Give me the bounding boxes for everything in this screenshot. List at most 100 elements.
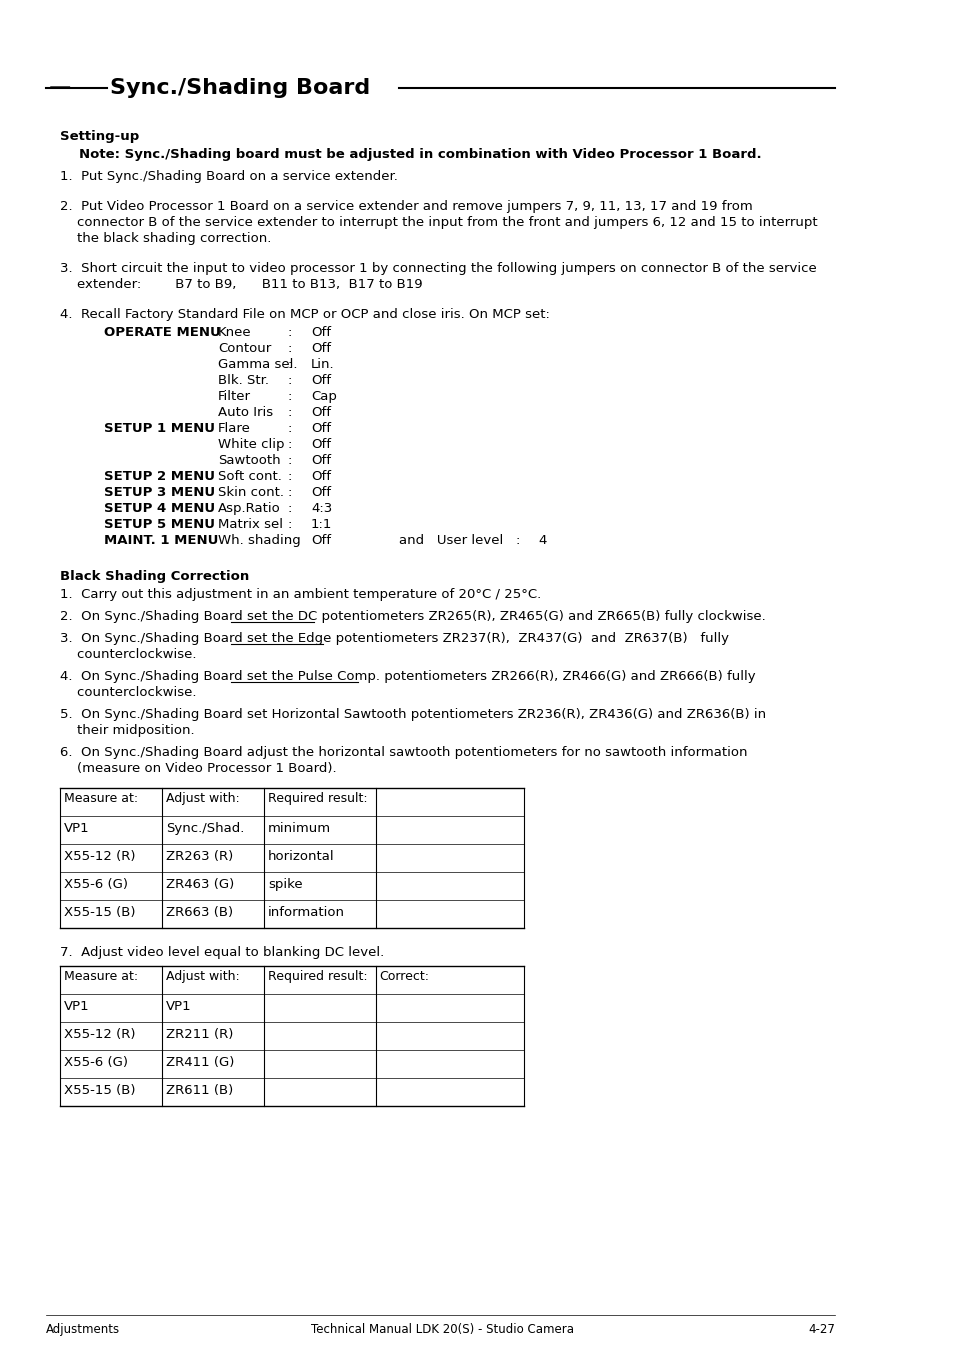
Text: :: : [288, 358, 292, 372]
Text: Required result:: Required result: [268, 970, 368, 984]
Text: White clip: White clip [218, 438, 284, 451]
Text: Off: Off [311, 374, 331, 386]
Text: Flare: Flare [218, 422, 251, 435]
Text: :: : [288, 342, 292, 355]
Text: Off: Off [311, 454, 331, 467]
Text: Filter: Filter [218, 390, 251, 403]
Text: X55-12 (R): X55-12 (R) [64, 850, 135, 863]
Text: 2.  On Sync./Shading Board set the DC potentiometers ZR265(R), ZR465(G) and ZR66: 2. On Sync./Shading Board set the DC pot… [60, 611, 765, 623]
Text: 4-27: 4-27 [807, 1323, 835, 1336]
Text: Soft cont.: Soft cont. [218, 470, 282, 484]
Text: VP1: VP1 [64, 821, 90, 835]
Text: Off: Off [311, 470, 331, 484]
Text: VP1: VP1 [166, 1000, 192, 1013]
Text: Adjust with:: Adjust with: [166, 970, 239, 984]
Text: 3.  Short circuit the input to video processor 1 by connecting the following jum: 3. Short circuit the input to video proc… [60, 262, 816, 276]
Text: ZR463 (G): ZR463 (G) [166, 878, 234, 892]
Text: X55-15 (B): X55-15 (B) [64, 907, 135, 919]
Text: Measure at:: Measure at: [64, 970, 138, 984]
Text: SETUP 4 MENU: SETUP 4 MENU [104, 503, 214, 515]
Text: Off: Off [311, 407, 331, 419]
Text: Sawtooth: Sawtooth [218, 454, 280, 467]
Text: counterclockwise.: counterclockwise. [60, 648, 196, 661]
Text: ZR211 (R): ZR211 (R) [166, 1028, 233, 1042]
Text: ZR263 (R): ZR263 (R) [166, 850, 233, 863]
Text: Off: Off [311, 438, 331, 451]
Text: Knee: Knee [218, 326, 252, 339]
Text: :: : [288, 374, 292, 386]
Text: (measure on Video Processor 1 Board).: (measure on Video Processor 1 Board). [60, 762, 336, 775]
Text: 3.  On Sync./Shading Board set the Edge potentiometers ZR237(R),  ZR437(G)  and : 3. On Sync./Shading Board set the Edge p… [60, 632, 728, 644]
Text: X55-15 (B): X55-15 (B) [64, 1084, 135, 1097]
Text: 4.  Recall Factory Standard File on MCP or OCP and close iris. On MCP set:: 4. Recall Factory Standard File on MCP o… [60, 308, 550, 322]
Text: X55-12 (R): X55-12 (R) [64, 1028, 135, 1042]
Text: their midposition.: their midposition. [60, 724, 194, 738]
Text: Off: Off [311, 534, 331, 547]
Text: Adjustments: Adjustments [47, 1323, 120, 1336]
Text: 4.  On Sync./Shading Board set the Pulse Comp. potentiometers ZR266(R), ZR466(G): 4. On Sync./Shading Board set the Pulse … [60, 670, 755, 684]
Text: Cap: Cap [311, 390, 336, 403]
Text: Adjust with:: Adjust with: [166, 792, 239, 805]
Text: Off: Off [311, 486, 331, 499]
Text: Setting-up: Setting-up [60, 130, 139, 143]
Text: Sync./Shad.: Sync./Shad. [166, 821, 244, 835]
Text: :: : [288, 486, 292, 499]
Text: 5.  On Sync./Shading Board set Horizontal Sawtooth potentiometers ZR236(R), ZR43: 5. On Sync./Shading Board set Horizontal… [60, 708, 765, 721]
Text: Sync./Shading Board: Sync./Shading Board [110, 78, 370, 99]
Text: :: : [288, 407, 292, 419]
Text: Black Shading Correction: Black Shading Correction [60, 570, 250, 584]
Text: 6.  On Sync./Shading Board adjust the horizontal sawtooth potentiometers for no : 6. On Sync./Shading Board adjust the hor… [60, 746, 747, 759]
Text: connector B of the service extender to interrupt the input from the front and ju: connector B of the service extender to i… [60, 216, 817, 230]
Text: SETUP 2 MENU: SETUP 2 MENU [104, 470, 214, 484]
Text: OPERATE MENU: OPERATE MENU [104, 326, 220, 339]
Text: :: : [288, 438, 292, 451]
Text: Wh. shading: Wh. shading [218, 534, 300, 547]
Text: :: : [288, 454, 292, 467]
Text: :: : [288, 517, 292, 531]
Text: Technical Manual LDK 20(S) - Studio Camera: Technical Manual LDK 20(S) - Studio Came… [311, 1323, 574, 1336]
Text: Skin cont.: Skin cont. [218, 486, 284, 499]
Text: counterclockwise.: counterclockwise. [60, 686, 196, 698]
Text: Off: Off [311, 422, 331, 435]
Text: Correct:: Correct: [379, 970, 429, 984]
Text: —: — [50, 78, 71, 99]
Text: extender:        B7 to B9,      B11 to B13,  B17 to B19: extender: B7 to B9, B11 to B13, B17 to B… [60, 278, 422, 290]
Text: SETUP 3 MENU: SETUP 3 MENU [104, 486, 214, 499]
Text: ZR611 (B): ZR611 (B) [166, 1084, 233, 1097]
Text: 2.  Put Video Processor 1 Board on a service extender and remove jumpers 7, 9, 1: 2. Put Video Processor 1 Board on a serv… [60, 200, 752, 213]
Text: X55-6 (G): X55-6 (G) [64, 878, 128, 892]
Text: Blk. Str.: Blk. Str. [218, 374, 269, 386]
Text: :: : [288, 503, 292, 515]
Text: ZR663 (B): ZR663 (B) [166, 907, 233, 919]
Text: :: : [288, 422, 292, 435]
Text: 1:1: 1:1 [311, 517, 332, 531]
Text: Gamma sel.: Gamma sel. [218, 358, 297, 372]
Text: horizontal: horizontal [268, 850, 335, 863]
Text: Auto Iris: Auto Iris [218, 407, 273, 419]
Text: Matrix sel: Matrix sel [218, 517, 283, 531]
Text: X55-6 (G): X55-6 (G) [64, 1056, 128, 1069]
Text: and   User level   :: and User level : [398, 534, 520, 547]
Text: Contour: Contour [218, 342, 271, 355]
Text: MAINT. 1 MENU: MAINT. 1 MENU [104, 534, 218, 547]
Text: SETUP 1 MENU: SETUP 1 MENU [104, 422, 214, 435]
Text: spike: spike [268, 878, 302, 892]
Text: Required result:: Required result: [268, 792, 368, 805]
Text: :: : [288, 326, 292, 339]
Text: :: : [288, 390, 292, 403]
Text: 4: 4 [537, 534, 546, 547]
Text: ZR411 (G): ZR411 (G) [166, 1056, 234, 1069]
Text: 4:3: 4:3 [311, 503, 332, 515]
Text: the black shading correction.: the black shading correction. [60, 232, 272, 245]
Text: Asp.Ratio: Asp.Ratio [218, 503, 280, 515]
Text: SETUP 5 MENU: SETUP 5 MENU [104, 517, 214, 531]
Text: Off: Off [311, 342, 331, 355]
Text: 7.  Adjust video level equal to blanking DC level.: 7. Adjust video level equal to blanking … [60, 946, 384, 959]
Text: Lin.: Lin. [311, 358, 335, 372]
Text: Note: Sync./Shading board must be adjusted in combination with Video Processor 1: Note: Sync./Shading board must be adjust… [79, 149, 760, 161]
Text: Measure at:: Measure at: [64, 792, 138, 805]
Text: 1.  Put Sync./Shading Board on a service extender.: 1. Put Sync./Shading Board on a service … [60, 170, 397, 182]
Text: information: information [268, 907, 345, 919]
Text: :: : [288, 534, 292, 547]
Text: 1.  Carry out this adjustment in an ambient temperature of 20°C / 25°C.: 1. Carry out this adjustment in an ambie… [60, 588, 541, 601]
